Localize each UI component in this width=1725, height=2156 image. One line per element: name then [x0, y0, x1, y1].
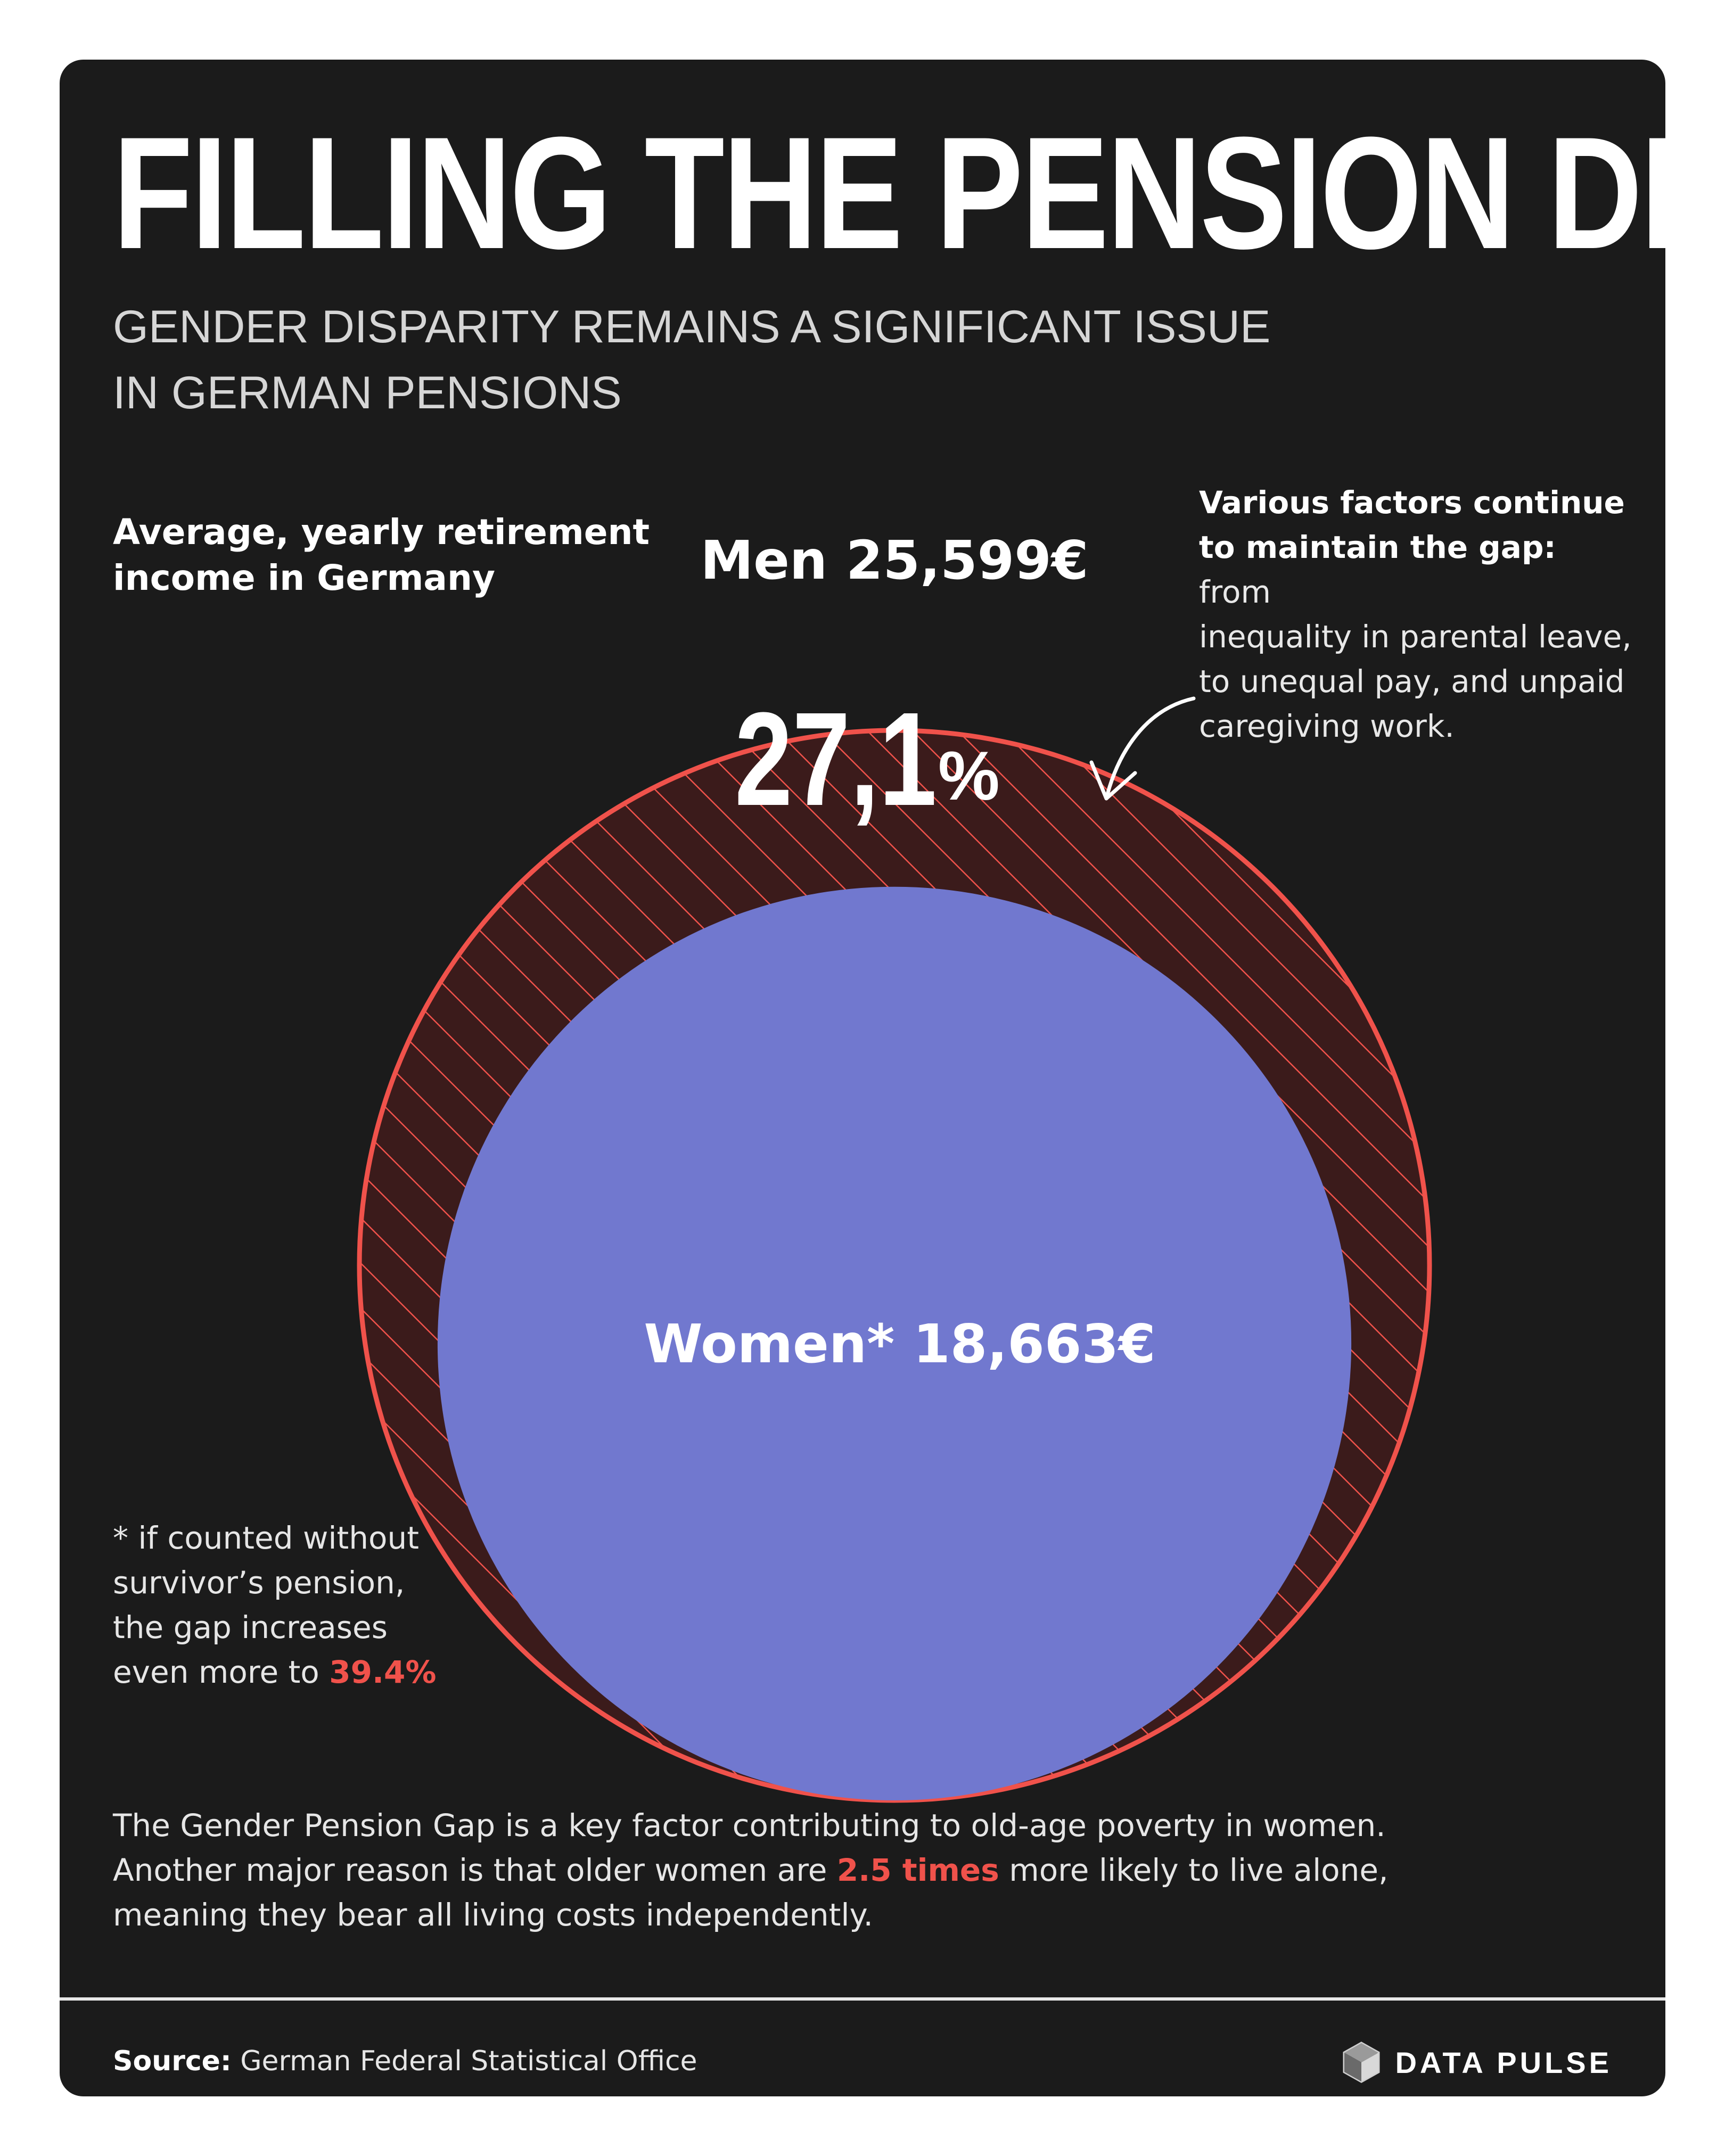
annotation-line-4: to unequal pay, and unpaid: [1199, 663, 1625, 700]
annotation-arrow: [1105, 696, 1196, 796]
body-line-2-before: Another major reason is that older women…: [113, 1852, 837, 1888]
chart-label: Average, yearly retirement income in Ger…: [113, 509, 672, 601]
data-pulse-logo-icon: [1343, 2042, 1380, 2083]
women-circle: [437, 886, 1352, 1800]
body-line-1: The Gender Pension Gap is a key factor c…: [113, 1807, 1386, 1844]
annotation-bold-line-1: Various factors continue: [1199, 484, 1625, 521]
footer-divider: [60, 1997, 1665, 2001]
footnote-line-1: * if counted without: [113, 1520, 420, 1556]
gap-percent-number: 27,1: [735, 685, 937, 834]
women-value-label: Women* 18,663€: [644, 1313, 1155, 1375]
chart-label-line-2: income in Germany: [113, 557, 495, 598]
chart-label-line-1: Average, yearly retirement: [113, 512, 650, 553]
footnote-gap-value: 39.4%: [329, 1654, 437, 1690]
source-line: Source: German Federal Statistical Offic…: [113, 2043, 697, 2080]
gap-percent-unit: %: [938, 737, 1000, 814]
annotation-line-5: caregiving work.: [1199, 708, 1455, 744]
brand: DATA PULSE: [1340, 2041, 1612, 2084]
source-text: German Federal Statistical Office: [231, 2045, 697, 2077]
pension-circle-chart: Men 25,599€ 27,1 % Women* 18,663€: [357, 529, 1432, 1803]
body-highlight: 2.5 times: [836, 1852, 999, 1888]
annotation-bold-line-2: to maintain the gap:: [1199, 529, 1556, 565]
body-line-3: meaning they bear all living costs indep…: [113, 1897, 873, 1933]
source-label: Source:: [113, 2045, 232, 2077]
brand-name: DATA PULSE: [1395, 2045, 1612, 2079]
arrow-head: [1089, 760, 1137, 801]
infographic-card: FILLING THE PENSION DIVIDE GENDER DISPAR…: [60, 60, 1665, 2096]
body-line-2-after: more likely to live alone,: [999, 1852, 1389, 1888]
men-value-label: Men 25,599€: [701, 529, 1089, 591]
annotation-rest-line-2: from: [1199, 574, 1271, 610]
factors-annotation: Various factors continue to maintain the…: [1199, 480, 1636, 748]
footnote-line-4: even more to: [113, 1654, 330, 1690]
subtitle-line-2: IN GERMAN PENSIONS: [113, 367, 622, 418]
annotation-line-3: inequality in parental leave,: [1199, 619, 1632, 655]
subtitle: GENDER DISPARITY REMAINS A SIGNIFICANT I…: [113, 294, 1391, 426]
subtitle-line-1: GENDER DISPARITY REMAINS A SIGNIFICANT I…: [113, 301, 1271, 352]
footnote: * if counted without survivor’s pension,…: [113, 1516, 486, 1694]
footnote-line-2: survivor’s pension,: [113, 1565, 405, 1601]
footnote-line-3: the gap increases: [113, 1609, 388, 1645]
body-paragraph: The Gender Pension Gap is a key factor c…: [113, 1803, 1524, 1937]
